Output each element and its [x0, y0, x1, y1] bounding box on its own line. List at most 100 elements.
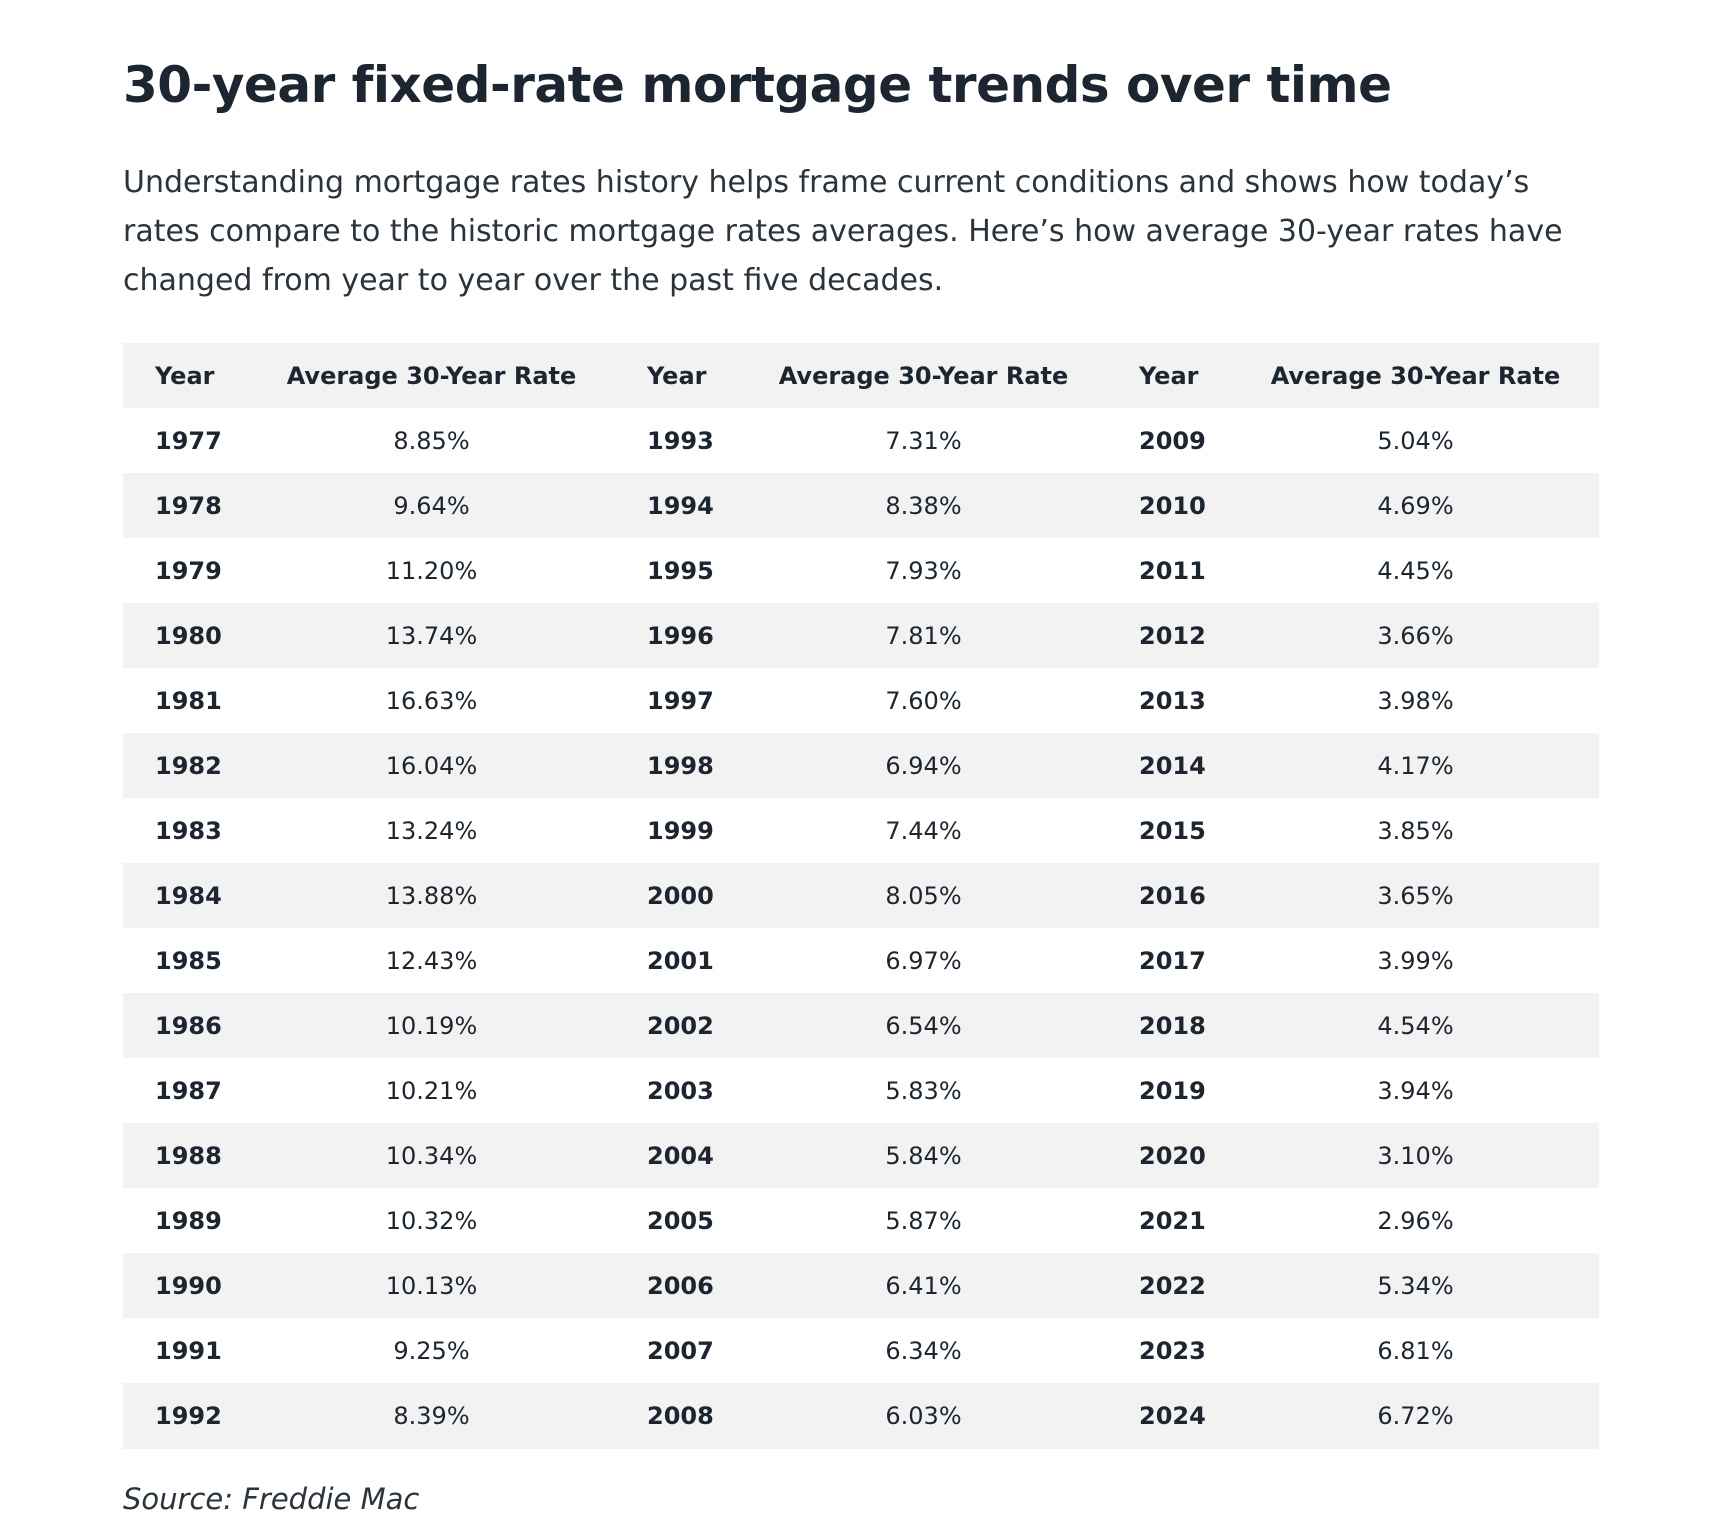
- rate-cell: 16.63%: [385, 686, 478, 715]
- year-cell: 1981: [155, 686, 222, 715]
- table-row: 1979 11.20% 1995 7.93% 2011 4.45%: [123, 538, 1599, 603]
- year-cell: 2016: [1139, 881, 1206, 910]
- rate-cell: 7.81%: [885, 621, 962, 650]
- table-header-row: Year Average 30-Year Rate Year Average 3…: [123, 343, 1599, 408]
- year-cell: 1984: [155, 881, 222, 910]
- year-cell: 1989: [155, 1206, 222, 1235]
- rate-cell: 9.64%: [393, 491, 470, 520]
- year-cell: 1979: [155, 556, 222, 585]
- year-cell: 2017: [1139, 946, 1206, 975]
- source-note: Source: Freddie Mac: [123, 1482, 420, 1516]
- rate-cell: 8.85%: [393, 426, 470, 455]
- year-cell: 1990: [155, 1271, 222, 1300]
- table-row: 1983 13.24% 1999 7.44% 2015 3.85%: [123, 798, 1599, 863]
- column-header-year: Year: [1139, 361, 1199, 390]
- table-body: 1977 8.85% 1993 7.31% 2009 5.04% 1978 9.64% 1994…: [123, 408, 1599, 1449]
- year-cell: 2006: [647, 1271, 714, 1300]
- year-cell: 1978: [155, 491, 222, 520]
- rate-cell: 10.32%: [385, 1206, 478, 1235]
- year-cell: 2015: [1139, 816, 1206, 845]
- rate-cell: 6.81%: [1377, 1336, 1454, 1365]
- rate-cell: 10.13%: [385, 1271, 478, 1300]
- column-header-year: Year: [647, 361, 707, 390]
- table-row: 1987 10.21% 2003 5.83% 2019 3.94%: [123, 1058, 1599, 1123]
- year-cell: 1996: [647, 621, 714, 650]
- table-row: 1990 10.13% 2006 6.41% 2022 5.34%: [123, 1253, 1599, 1318]
- rate-cell: 4.54%: [1377, 1011, 1454, 1040]
- rate-cell: 5.87%: [885, 1206, 962, 1235]
- year-cell: 1993: [647, 426, 714, 455]
- rate-cell: 7.31%: [885, 426, 962, 455]
- year-cell: 1985: [155, 946, 222, 975]
- year-cell: 1988: [155, 1141, 222, 1170]
- rate-cell: 11.20%: [385, 556, 478, 585]
- year-cell: 2024: [1139, 1402, 1206, 1430]
- table-row: 1985 12.43% 2001 6.97% 2017 3.99%: [123, 928, 1599, 993]
- year-cell: 1997: [647, 686, 714, 715]
- table-row: 1992 8.39% 2008 6.03% 2024 6.72%: [123, 1383, 1599, 1449]
- year-cell: 2010: [1139, 491, 1206, 520]
- rate-cell: 5.34%: [1377, 1271, 1454, 1300]
- rate-cell: 6.03%: [885, 1402, 962, 1430]
- rate-cell: 5.83%: [885, 1076, 962, 1105]
- year-cell: 2005: [647, 1206, 714, 1235]
- rate-cell: 9.25%: [393, 1336, 470, 1365]
- rate-cell: 6.54%: [885, 1011, 962, 1040]
- table-row: 1980 13.74% 1996 7.81% 2012 3.66%: [123, 603, 1599, 668]
- rate-cell: 10.21%: [385, 1076, 478, 1105]
- year-cell: 1982: [155, 751, 222, 780]
- year-cell: 1983: [155, 816, 222, 845]
- year-cell: 1998: [647, 751, 714, 780]
- rate-cell: 12.43%: [385, 946, 478, 975]
- column-header-year: Year: [155, 361, 215, 390]
- page-title: 30-year fixed-rate mortgage trends over …: [123, 56, 1392, 114]
- rate-cell: 13.24%: [385, 816, 478, 845]
- year-cell: 2019: [1139, 1076, 1206, 1105]
- rate-cell: 7.44%: [885, 816, 962, 845]
- rate-cell: 3.98%: [1377, 686, 1454, 715]
- year-cell: 2008: [647, 1402, 714, 1430]
- rate-cell: 3.66%: [1377, 621, 1454, 650]
- year-cell: 2018: [1139, 1011, 1206, 1040]
- year-cell: 1992: [155, 1402, 222, 1430]
- table-row: 1991 9.25% 2007 6.34% 2023 6.81%: [123, 1318, 1599, 1383]
- rate-cell: 7.60%: [885, 686, 962, 715]
- year-cell: 1986: [155, 1011, 222, 1040]
- rate-cell: 8.39%: [393, 1402, 470, 1430]
- rate-cell: 4.17%: [1377, 751, 1454, 780]
- year-cell: 1999: [647, 816, 714, 845]
- rate-cell: 5.84%: [885, 1141, 962, 1170]
- rate-cell: 16.04%: [385, 751, 478, 780]
- year-cell: 2009: [1139, 426, 1206, 455]
- year-cell: 2012: [1139, 621, 1206, 650]
- year-cell: 2003: [647, 1076, 714, 1105]
- table-row: 1986 10.19% 2002 6.54% 2018 4.54%: [123, 993, 1599, 1058]
- year-cell: 1980: [155, 621, 222, 650]
- rate-cell: 5.04%: [1377, 426, 1454, 455]
- rate-cell: 10.19%: [385, 1011, 478, 1040]
- rate-cell: 6.34%: [885, 1336, 962, 1365]
- table-row: 1984 13.88% 2000 8.05% 2016 3.65%: [123, 863, 1599, 928]
- year-cell: 2023: [1139, 1336, 1206, 1365]
- year-cell: 2022: [1139, 1271, 1206, 1300]
- year-cell: 1994: [647, 491, 714, 520]
- year-cell: 2013: [1139, 686, 1206, 715]
- column-header-rate: Average 30-Year Rate: [1270, 361, 1561, 390]
- year-cell: 1977: [155, 426, 222, 455]
- year-cell: 2011: [1139, 556, 1206, 585]
- rate-cell: 3.99%: [1377, 946, 1454, 975]
- rate-cell: 13.74%: [385, 621, 478, 650]
- rate-cell: 13.88%: [385, 881, 478, 910]
- year-cell: 2021: [1139, 1206, 1206, 1235]
- rate-cell: 3.85%: [1377, 816, 1454, 845]
- rate-cell: 8.38%: [885, 491, 962, 520]
- rate-cell: 3.94%: [1377, 1076, 1454, 1105]
- column-header-rate: Average 30-Year Rate: [286, 361, 577, 390]
- rate-cell: 4.45%: [1377, 556, 1454, 585]
- year-cell: 2004: [647, 1141, 714, 1170]
- rate-cell: 8.05%: [885, 881, 962, 910]
- rate-cell: 2.96%: [1377, 1206, 1454, 1235]
- rate-cell: 3.10%: [1377, 1141, 1454, 1170]
- rate-cell: 3.65%: [1377, 881, 1454, 910]
